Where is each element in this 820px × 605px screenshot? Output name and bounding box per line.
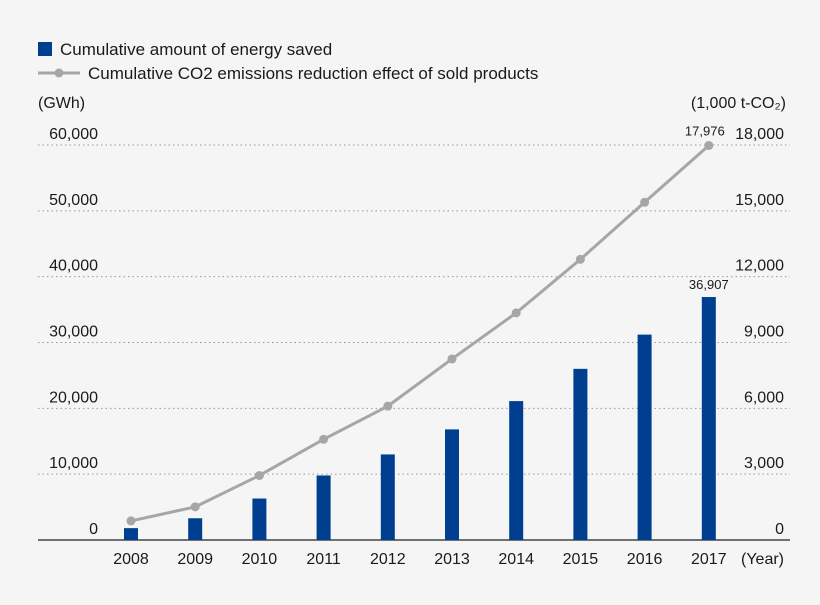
y-right-tick-labels: 0 3,000 6,000 9,000 12,000 15,000 18,000 [735, 126, 784, 538]
bar-series [124, 297, 716, 540]
x-tick-label: 2015 [563, 551, 599, 568]
bar [380, 454, 395, 540]
bar [316, 475, 331, 540]
bar [445, 429, 459, 540]
y-left-tick-label: 30,000 [49, 324, 98, 341]
y-right-tick-label: 9,000 [744, 324, 784, 341]
y-left-tick-labels: 0 10,000 20,000 30,000 40,000 50,000 60,000 [49, 126, 98, 538]
line-point [254, 470, 264, 480]
x-tick-label: 2013 [434, 551, 470, 568]
x-tick-label: 2017 [691, 551, 727, 568]
bar [637, 334, 652, 540]
x-tick-label: 2014 [498, 551, 534, 568]
x-tick-labels: 2008 2009 2010 2011 2012 2013 2014 2015 2016 2017 [113, 551, 726, 568]
gridlines [38, 144, 790, 541]
line-point [704, 141, 714, 151]
bar [188, 518, 203, 540]
legend-bar-swatch [38, 42, 52, 56]
legend-bar-label: Cumulative amount of energy saved [60, 40, 332, 59]
line-point [447, 354, 457, 364]
line-point [319, 434, 329, 444]
line-point [511, 308, 521, 318]
x-tick-label: 2010 [242, 551, 278, 568]
bar [573, 368, 588, 540]
y-left-tick-label: 50,000 [49, 192, 98, 209]
y-left-tick-label: 60,000 [49, 126, 98, 143]
series-line [130, 144, 710, 523]
y-right-unit-label: (1,000 t-CO₂) [691, 95, 786, 112]
line-point [640, 197, 650, 207]
y-left-tick-label: 0 [89, 521, 98, 538]
x-tick-label: 2008 [113, 551, 149, 568]
bar [252, 498, 267, 540]
x-axis-unit-label: (Year) [741, 551, 784, 568]
y-right-tick-label: 0 [775, 521, 784, 538]
x-tick-label: 2012 [370, 551, 406, 568]
x-tick-label: 2016 [627, 551, 663, 568]
y-right-tick-label: 3,000 [744, 455, 784, 472]
y-right-tick-label: 6,000 [744, 389, 784, 406]
y-left-tick-label: 40,000 [49, 258, 98, 275]
y-left-tick-label: 20,000 [49, 389, 98, 406]
bar-data-label: 36,907 [689, 277, 729, 292]
bar [509, 401, 524, 540]
x-tick-label: 2011 [306, 551, 341, 568]
legend-line-label: Cumulative CO2 emissions reduction effec… [88, 64, 538, 83]
y-right-tick-label: 12,000 [735, 258, 784, 275]
line-data-label: 17,976 [685, 124, 725, 139]
line-point [383, 401, 393, 411]
y-right-tick-label: 18,000 [735, 126, 784, 143]
y-left-tick-label: 10,000 [49, 455, 98, 472]
bar [701, 297, 716, 540]
data-labels: 36,907 17,976 [685, 124, 729, 293]
y-left-unit-label: (GWh) [38, 95, 85, 112]
line-point [190, 502, 200, 512]
legend-line-marker [54, 68, 64, 78]
legend: Cumulative amount of energy saved Cumula… [38, 40, 538, 83]
line-point [575, 254, 585, 264]
bar [124, 528, 138, 540]
x-tick-label: 2009 [177, 551, 213, 568]
line-point [126, 516, 136, 526]
y-right-tick-label: 15,000 [735, 192, 784, 209]
line-series [126, 141, 714, 526]
